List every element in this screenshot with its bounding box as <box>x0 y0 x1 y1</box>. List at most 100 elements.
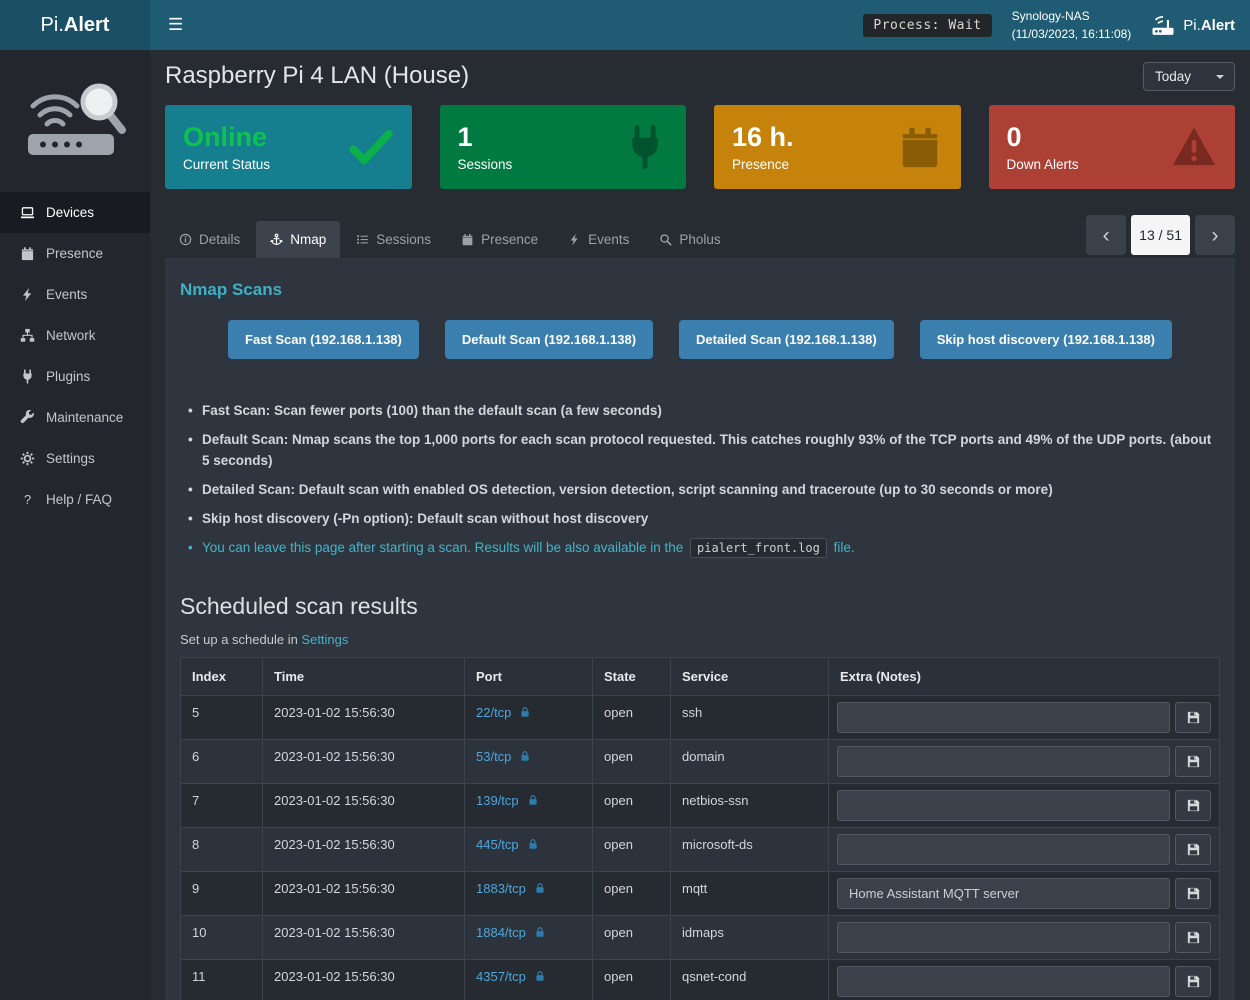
info-box-label: Down Alerts <box>1006 156 1079 172</box>
lock-icon <box>527 838 539 850</box>
scan-info-bullet: Default Scan: Nmap scans the top 1,000 p… <box>186 430 1220 472</box>
port-link[interactable]: 22/tcp <box>476 704 512 720</box>
sidebar-item-label: Presence <box>46 246 104 261</box>
cell-extra-notes <box>828 870 1220 916</box>
note-input-group <box>837 701 1211 733</box>
nmap-scans-heading: Nmap Scans <box>180 280 283 299</box>
floppy-icon <box>1186 798 1201 813</box>
page-header: Raspberry Pi 4 LAN (House) Today <box>165 62 1235 91</box>
sidebar-menu: Devices Presence Events Network Plugins Maint… <box>0 192 150 520</box>
sidebar-item-devices[interactable]: Devices <box>0 192 150 233</box>
lock-icon <box>534 926 546 938</box>
save-note-button[interactable] <box>1175 701 1211 733</box>
save-note-button[interactable] <box>1175 789 1211 821</box>
scheduled-results-heading: Scheduled scan results <box>180 592 418 619</box>
note-input-group <box>837 877 1211 909</box>
port-link[interactable]: 445/tcp <box>476 836 519 852</box>
cell-port: 4357/tcp <box>464 958 593 1000</box>
info-box-label: Current Status <box>183 156 271 172</box>
sidebar-item-label: Network <box>46 328 96 343</box>
menu-toggle-icon[interactable]: ☰ <box>168 15 184 34</box>
info-box-text: 1 Sessions <box>458 122 513 171</box>
column-header-port: Port <box>464 656 593 696</box>
fast-scan-button[interactable]: Fast Scan (192.168.1.138) <box>228 320 419 359</box>
tab-label: Presence <box>481 232 539 247</box>
info-box-current-status: Online Current Status <box>165 105 412 189</box>
plug-icon <box>622 124 668 170</box>
info-icon <box>179 233 192 246</box>
note-input[interactable] <box>837 833 1170 865</box>
cell-extra-notes <box>828 958 1220 1000</box>
sidebar-item-plugins[interactable]: Plugins <box>0 356 150 397</box>
skip-host-discovery-button[interactable]: Skip host discovery (192.168.1.138) <box>919 320 1172 359</box>
note-input[interactable] <box>837 877 1170 909</box>
brand-suffix: Alert <box>63 13 110 36</box>
port-link[interactable]: 1884/tcp <box>476 924 526 940</box>
sidebar-item-events[interactable]: Events <box>0 274 150 315</box>
tab-details[interactable]: Details <box>165 221 254 258</box>
note-input[interactable] <box>837 965 1170 997</box>
cell-time: 2023-01-02 15:56:30 <box>262 870 465 916</box>
note-input[interactable] <box>837 745 1170 777</box>
navbar-right: Process: Wait Synology-NAS (11/03/2023, … <box>863 7 1235 43</box>
question-icon <box>20 492 35 507</box>
tab-pholus[interactable]: Pholus <box>645 221 734 258</box>
period-select[interactable]: Today <box>1143 62 1235 91</box>
app-chip[interactable]: Pi.Alert <box>1151 13 1235 37</box>
brand-logo[interactable]: Pi. Alert <box>0 0 150 50</box>
cell-state: open <box>592 914 671 960</box>
tab-label: Sessions <box>376 232 432 247</box>
tab-events[interactable]: Events <box>554 221 643 258</box>
note-input-group <box>837 965 1211 997</box>
detailed-scan-button[interactable]: Detailed Scan (192.168.1.138) <box>679 320 894 359</box>
sidebar-item-settings[interactable]: Settings <box>0 438 150 479</box>
sidebar-item-label: Events <box>46 287 88 302</box>
process-status-badge: Process: Wait <box>863 13 992 37</box>
default-scan-button[interactable]: Default Scan (192.168.1.138) <box>444 320 654 359</box>
prev-device-button[interactable]: ‹ <box>1086 215 1127 255</box>
settings-link[interactable]: Settings <box>301 631 349 647</box>
save-note-button[interactable] <box>1175 965 1211 997</box>
list-icon <box>356 233 369 246</box>
tab-sessions[interactable]: Sessions <box>342 221 445 258</box>
cell-index: 8 <box>180 826 263 872</box>
scan-results-body: 5 2023-01-02 15:56:30 22/tcp open ssh 6 2023-0… <box>180 694 1220 1000</box>
note-input[interactable] <box>837 789 1170 821</box>
note-input[interactable] <box>837 921 1170 953</box>
save-note-button[interactable] <box>1175 745 1211 777</box>
warning-icon <box>1171 124 1217 170</box>
page-title: Raspberry Pi 4 LAN (House) <box>165 62 470 89</box>
floppy-icon <box>1186 710 1201 725</box>
info-box-down-alerts: 0 Down Alerts <box>988 105 1235 189</box>
sidebar-item-label: Settings <box>46 451 95 466</box>
calendar-icon <box>897 124 943 170</box>
cell-time: 2023-01-02 15:56:30 <box>262 914 465 960</box>
sidebar-item-help-faq[interactable]: Help / FAQ <box>0 479 150 520</box>
sidebar-item-maintenance[interactable]: Maintenance <box>0 397 150 438</box>
device-position: 13 / 51 <box>1131 215 1190 255</box>
save-note-button[interactable] <box>1175 921 1211 953</box>
port-link[interactable]: 139/tcp <box>476 792 519 808</box>
port-link[interactable]: 4357/tcp <box>476 968 526 984</box>
save-note-button[interactable] <box>1175 877 1211 909</box>
scan-result-row: 10 2023-01-02 15:56:30 1884/tcp open idmaps <box>180 914 1220 960</box>
cell-port: 1884/tcp <box>464 914 593 960</box>
sidebar-item-network[interactable]: Network <box>0 315 150 356</box>
note-input[interactable] <box>837 701 1170 733</box>
port-link[interactable]: 53/tcp <box>476 748 512 764</box>
tab-label: Details <box>199 232 241 247</box>
next-device-button[interactable]: › <box>1195 215 1235 255</box>
info-box-value: 0 <box>1006 122 1022 153</box>
tab-presence[interactable]: Presence <box>447 221 552 258</box>
router-icon <box>1151 13 1175 37</box>
tabs-row: Details Nmap Sessions Presence Events Pholus … <box>165 215 1235 258</box>
tab-nmap[interactable]: Nmap <box>256 221 341 258</box>
cell-service: mqtt <box>670 870 829 916</box>
wrench-icon <box>20 410 35 425</box>
cell-time: 2023-01-02 15:56:30 <box>262 694 465 740</box>
cell-service: qsnet-cond <box>670 958 829 1000</box>
sidebar-item-presence[interactable]: Presence <box>0 233 150 274</box>
port-link[interactable]: 1883/tcp <box>476 880 526 896</box>
save-note-button[interactable] <box>1175 833 1211 865</box>
period-select-value: Today <box>1155 69 1192 84</box>
